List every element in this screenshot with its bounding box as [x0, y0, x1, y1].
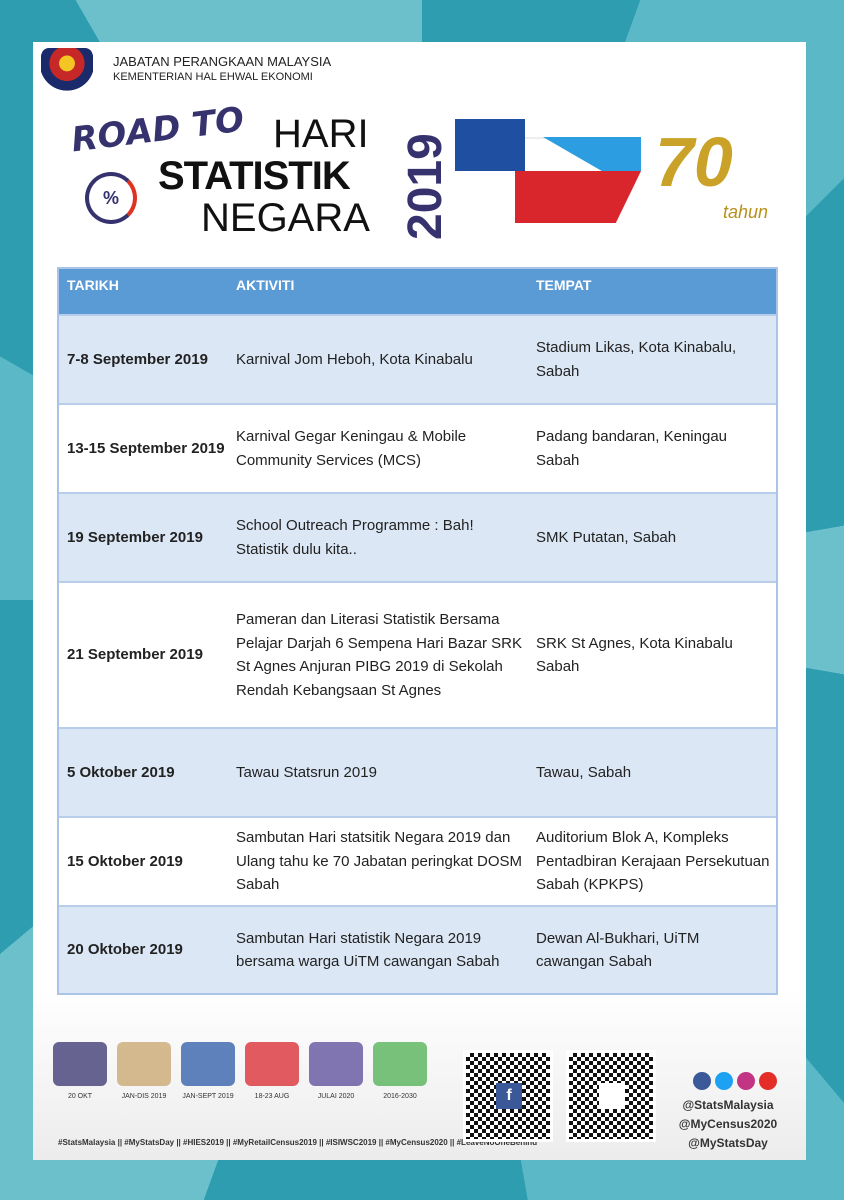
facebook-icon[interactable]: [693, 1072, 711, 1090]
social-handles: @StatsMalaysia @MyCensus2020 @MyStatsDay: [669, 1096, 787, 1153]
place-cell: Padang bandaran, Keningau Sabah: [536, 428, 728, 469]
anniversary-number: 70: [655, 123, 733, 201]
event-logo-date: 20 OKT: [67, 1093, 93, 1100]
schedule-table: TARIKH AKTIVITI TEMPAT 7-8 September 201…: [57, 267, 778, 995]
table-row: 15 Oktober 2019 Sambutan Hari statsitik N…: [59, 816, 776, 905]
youtube-icon[interactable]: [759, 1072, 777, 1090]
event-logo-date: JULAI 2020: [317, 1093, 355, 1100]
header-activity: AKTIVITI: [236, 277, 295, 293]
table-row: 21 September 2019 Pameran dan Literasi St…: [59, 581, 776, 727]
percent-logo-icon: %: [85, 172, 137, 224]
header-place: TEMPAT: [536, 277, 592, 293]
event-logo: 2016-2030: [373, 1042, 427, 1101]
handle: @MyCensus2020: [678, 1117, 778, 1131]
event-logo-image: [245, 1042, 299, 1086]
date-cell: 19 September 2019: [67, 528, 203, 546]
event-logos: 20 OKT JAN-DIS 2019 JAN-SEPT 2019 18-23 AUG…: [53, 1042, 427, 1101]
date-cell: 20 Oktober 2019: [67, 941, 183, 959]
place-cell: SMK Putatan, Sabah: [536, 528, 677, 546]
activity-cell: Pameran dan Literasi Statistik Bersama P…: [236, 611, 522, 699]
event-logo-date: JAN-SEPT 2019: [182, 1093, 234, 1100]
title-line2: STATISTIK: [158, 154, 351, 198]
facebook-icon: f: [496, 1083, 522, 1109]
table-row: 20 Oktober 2019 Sambutan Hari statistik N…: [59, 905, 776, 993]
activity-cell: Karnival Gegar Keningau & Mobile Communi…: [236, 428, 467, 469]
event-logo-image: [309, 1042, 363, 1086]
poster-card: JABATAN PERANGKAAN MALAYSIA KEMENTERIAN …: [33, 42, 806, 1160]
instagram-icon[interactable]: [737, 1072, 755, 1090]
event-logo: JAN-SEPT 2019: [181, 1042, 235, 1101]
road-to-text: ROAD TO: [69, 99, 247, 161]
handle: @MyStatsDay: [688, 1136, 768, 1150]
event-logo: 18-23 AUG: [245, 1042, 299, 1101]
table-header: TARIKH AKTIVITI TEMPAT: [59, 269, 776, 314]
place-cell: SRK St Agnes, Kota Kinabalu Sabah: [536, 634, 733, 676]
event-logo: JAN-DIS 2019: [117, 1042, 171, 1101]
activity-cell: Sambutan Hari statsitik Negara 2019 dan …: [236, 829, 523, 894]
header-date: TARIKH: [67, 277, 119, 293]
event-logo-image: [53, 1042, 107, 1086]
date-cell: 15 Oktober 2019: [67, 852, 183, 870]
activity-cell: Sambutan Hari statistik Negara 2019 bers…: [236, 929, 500, 971]
social-icons: [693, 1072, 777, 1090]
table-row: 7-8 September 2019 Karnival Jom Heboh, Ko…: [59, 314, 776, 403]
event-logo-date: 2016-2030: [383, 1093, 417, 1100]
activity-cell: Tawau Statsrun 2019: [236, 763, 377, 781]
website-qr-code: [566, 1050, 656, 1142]
event-logo: 20 OKT: [53, 1042, 107, 1101]
twitter-icon[interactable]: [715, 1072, 733, 1090]
place-cell: Dewan Al-Bukhari, UiTM cawangan Sabah: [536, 929, 700, 971]
title-line3: NEGARA: [201, 196, 370, 240]
handle: @StatsMalaysia: [682, 1098, 774, 1112]
event-logo-image: [373, 1042, 427, 1086]
date-cell: 7-8 September 2019: [67, 350, 208, 368]
table-row: 13-15 September 2019 Karnival Gegar Kenin…: [59, 403, 776, 492]
title-line1: HARI: [273, 112, 369, 156]
event-logo-image: [181, 1042, 235, 1086]
crest-icon: [599, 1083, 625, 1109]
event-logo-image: [117, 1042, 171, 1086]
title-year: 2019: [399, 133, 452, 240]
table-row: 5 Oktober 2019 Tawau Statsrun 2019 Tawau, …: [59, 727, 776, 816]
malaysia-crest-logo: [41, 48, 93, 92]
date-cell: 21 September 2019: [67, 646, 203, 664]
table-row: 19 September 2019 School Outreach Program…: [59, 492, 776, 581]
org-name: JABATAN PERANGKAAN MALAYSIA: [113, 54, 332, 69]
activity-cell: Karnival Jom Heboh, Kota Kinabalu: [236, 350, 473, 368]
sabah-flag-graphic: [455, 119, 641, 223]
hashtags: #StatsMalaysia || #MyStatsDay || #HIES20…: [58, 1138, 538, 1147]
event-logo-date: 18-23 AUG: [254, 1093, 290, 1100]
date-cell: 5 Oktober 2019: [67, 763, 175, 781]
place-cell: Auditorium Blok A, Kompleks Pentadbiran …: [536, 829, 770, 894]
place-cell: Stadium Likas, Kota Kinabalu, Sabah: [536, 339, 737, 380]
date-cell: 13-15 September 2019: [67, 439, 225, 457]
event-logo: JULAI 2020: [309, 1042, 363, 1101]
ministry-name: KEMENTERIAN HAL EHWAL EKONOMI: [113, 71, 313, 83]
facebook-qr-code: f: [463, 1050, 553, 1142]
activity-cell: School Outreach Programme : Bah! Statist…: [236, 517, 474, 558]
event-logo-date: JAN-DIS 2019: [121, 1093, 167, 1100]
anniversary-word: tahun: [723, 202, 769, 222]
place-cell: Tawau, Sabah: [536, 763, 632, 781]
